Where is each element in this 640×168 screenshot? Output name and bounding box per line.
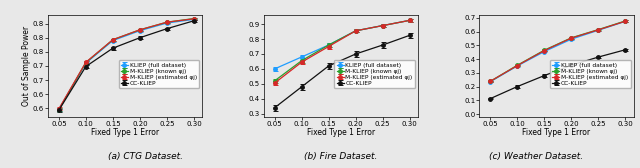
Text: (c) Weather Dataset.: (c) Weather Dataset. <box>489 152 583 161</box>
X-axis label: Fixed Type 1 Error: Fixed Type 1 Error <box>307 128 375 137</box>
Legend: KLIEP (full dataset), M-KLIEP (known φj), M-KLIEP (estimated φj), CC-KLIEP: KLIEP (full dataset), M-KLIEP (known φj)… <box>118 60 199 88</box>
Legend: KLIEP (full dataset), M-KLIEP (known φj), M-KLIEP (estimated φj), CC-KLIEP: KLIEP (full dataset), M-KLIEP (known φj)… <box>550 60 630 88</box>
Legend: KLIEP (full dataset), M-KLIEP (known φj), M-KLIEP (estimated φj), CC-KLIEP: KLIEP (full dataset), M-KLIEP (known φj)… <box>334 60 415 88</box>
Text: (b) Fire Dataset.: (b) Fire Dataset. <box>304 152 378 161</box>
X-axis label: Fixed Type 1 Error: Fixed Type 1 Error <box>522 128 591 137</box>
Y-axis label: Out of Sample Power: Out of Sample Power <box>22 26 31 106</box>
X-axis label: Fixed Type 1 Error: Fixed Type 1 Error <box>91 128 159 137</box>
Text: (a) CTG Dataset.: (a) CTG Dataset. <box>108 152 183 161</box>
